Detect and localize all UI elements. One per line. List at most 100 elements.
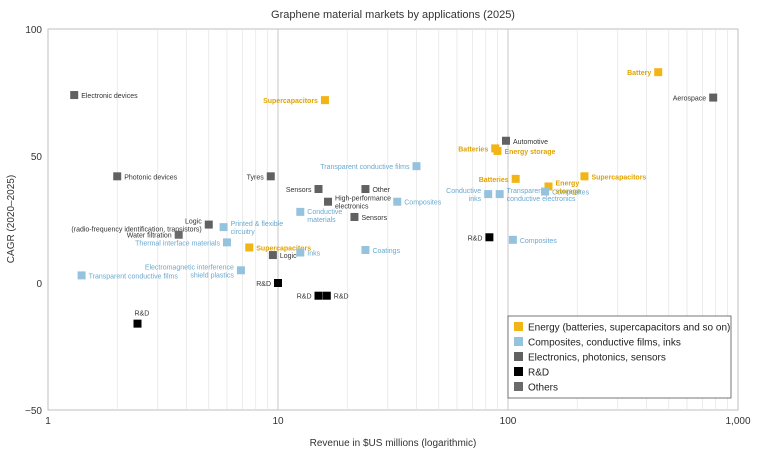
data-label: Electromagnetic interference shield plast… — [145, 264, 235, 279]
data-label: High-performance electronics — [335, 196, 391, 211]
legend-swatch — [514, 382, 523, 391]
data-label: Conductive materials — [307, 209, 342, 224]
data-point — [544, 182, 553, 191]
data-label: Photonic devices — [124, 174, 177, 181]
data-label: Composites — [552, 190, 589, 197]
data-point — [495, 190, 504, 199]
data-label: Supercapacitors — [256, 245, 311, 252]
data-point — [204, 220, 213, 229]
data-point — [324, 197, 333, 206]
data-label: Sensors — [286, 187, 312, 194]
data-label: Energy storage — [504, 149, 555, 156]
legend-swatch — [514, 337, 523, 346]
y-tick-label: 0 — [36, 279, 42, 290]
x-tick-label: 10 — [272, 416, 284, 427]
data-point — [314, 291, 323, 300]
series: Supercapacitors Battery Batteries Energy st… — [245, 68, 663, 252]
data-label: Electronic devices — [81, 93, 138, 100]
data-label: Thermal interface materials — [135, 240, 220, 247]
data-point — [361, 245, 370, 254]
series: R&D R&D R&D R&D R&D — [133, 233, 494, 328]
data-label: Composites — [404, 200, 441, 207]
data-points: Supercapacitors Battery Batteries Energy st… — [70, 68, 718, 328]
data-label: Energy storage — [556, 180, 581, 195]
data-point — [314, 185, 323, 194]
legend-swatch — [514, 367, 523, 376]
x-axis-label: Revenue in $US millions (logarithmic) — [310, 438, 477, 449]
data-label: Transparent conductive films — [320, 164, 410, 171]
x-tick-label: 1,000 — [725, 416, 750, 427]
data-label: Aerospace — [673, 96, 707, 103]
legend-label: Composites, conductive films, inks — [528, 338, 681, 349]
data-label: Sensors — [361, 215, 387, 222]
data-label: Conductive inks — [446, 188, 482, 203]
legend-label: R&D — [528, 368, 549, 379]
data-label: Printed & flexible circuitry — [231, 221, 284, 236]
data-point — [508, 235, 517, 244]
data-label: R&D — [334, 294, 349, 301]
data-label: Batteries — [479, 177, 509, 184]
data-point — [709, 93, 718, 102]
data-label: R&D — [256, 281, 271, 288]
data-label: Automotive — [513, 139, 548, 146]
data-point — [236, 266, 245, 275]
data-point — [511, 174, 520, 183]
data-point — [654, 68, 663, 77]
data-point — [133, 319, 142, 328]
series: Electronic devices Photonic devices Logic(… — [70, 91, 718, 260]
y-tick-label: 50 — [31, 152, 43, 163]
legend: Energy (batteries, supercapacitors and s… — [507, 315, 732, 399]
data-label: Transparent conductive electronics — [507, 188, 576, 203]
data-point — [222, 238, 231, 247]
data-point — [70, 91, 79, 100]
legend-swatch — [514, 322, 523, 331]
data-point — [412, 162, 421, 171]
legend-label: Others — [528, 383, 558, 394]
data-point — [322, 291, 331, 300]
grid — [116, 29, 728, 410]
x-tick-label: 100 — [500, 416, 517, 427]
y-tick-label: −50 — [25, 406, 42, 417]
data-point — [484, 190, 493, 199]
data-point — [541, 187, 550, 196]
data-point — [493, 146, 502, 155]
data-label: Logic (radio-frequency identification, tr… — [71, 219, 202, 234]
data-point — [501, 136, 510, 145]
data-label: Supercapacitors — [591, 174, 646, 181]
legend-label: Electronics, photonics, sensors — [528, 353, 666, 364]
data-label: Coatings — [372, 248, 400, 255]
data-point — [393, 197, 402, 206]
data-label: Batteries — [458, 146, 488, 153]
legend-swatch — [514, 352, 523, 361]
legend-label: Energy (batteries, supercapacitors and s… — [528, 323, 730, 334]
data-label: Supercapacitors — [263, 98, 318, 105]
data-point — [485, 233, 494, 242]
data-label: Battery — [627, 70, 651, 77]
data-label: Logic — [280, 253, 297, 260]
data-point — [77, 271, 86, 280]
series: Water filtration — [127, 230, 183, 240]
series: Transparent conductive films Printed & fl… — [77, 162, 590, 280]
data-point — [320, 96, 329, 105]
data-label: Transparent conductive films — [89, 273, 179, 280]
data-point — [219, 223, 228, 232]
data-label: Water filtration — [127, 233, 172, 240]
legend-box — [507, 315, 732, 399]
axis-ticks: 1 10 100 1,000 100 50 0 −50 — [25, 25, 751, 427]
data-label: Other — [372, 187, 390, 194]
y-axis-label: CAGR (2020–2025) — [6, 175, 17, 263]
data-point — [266, 172, 275, 181]
data-point — [580, 172, 589, 181]
chart-title: Graphene material markets by application… — [271, 9, 515, 21]
y-tick-label: 100 — [25, 25, 42, 36]
data-label: Tyres — [247, 174, 265, 181]
data-point — [274, 279, 282, 287]
data-label: R&D — [297, 294, 312, 301]
x-tick-label: 1 — [45, 416, 51, 427]
data-label: Composites — [520, 238, 557, 245]
data-label: Inks — [307, 251, 320, 258]
data-point — [361, 185, 370, 194]
data-point — [245, 243, 254, 252]
data-label: R&D — [468, 235, 483, 242]
